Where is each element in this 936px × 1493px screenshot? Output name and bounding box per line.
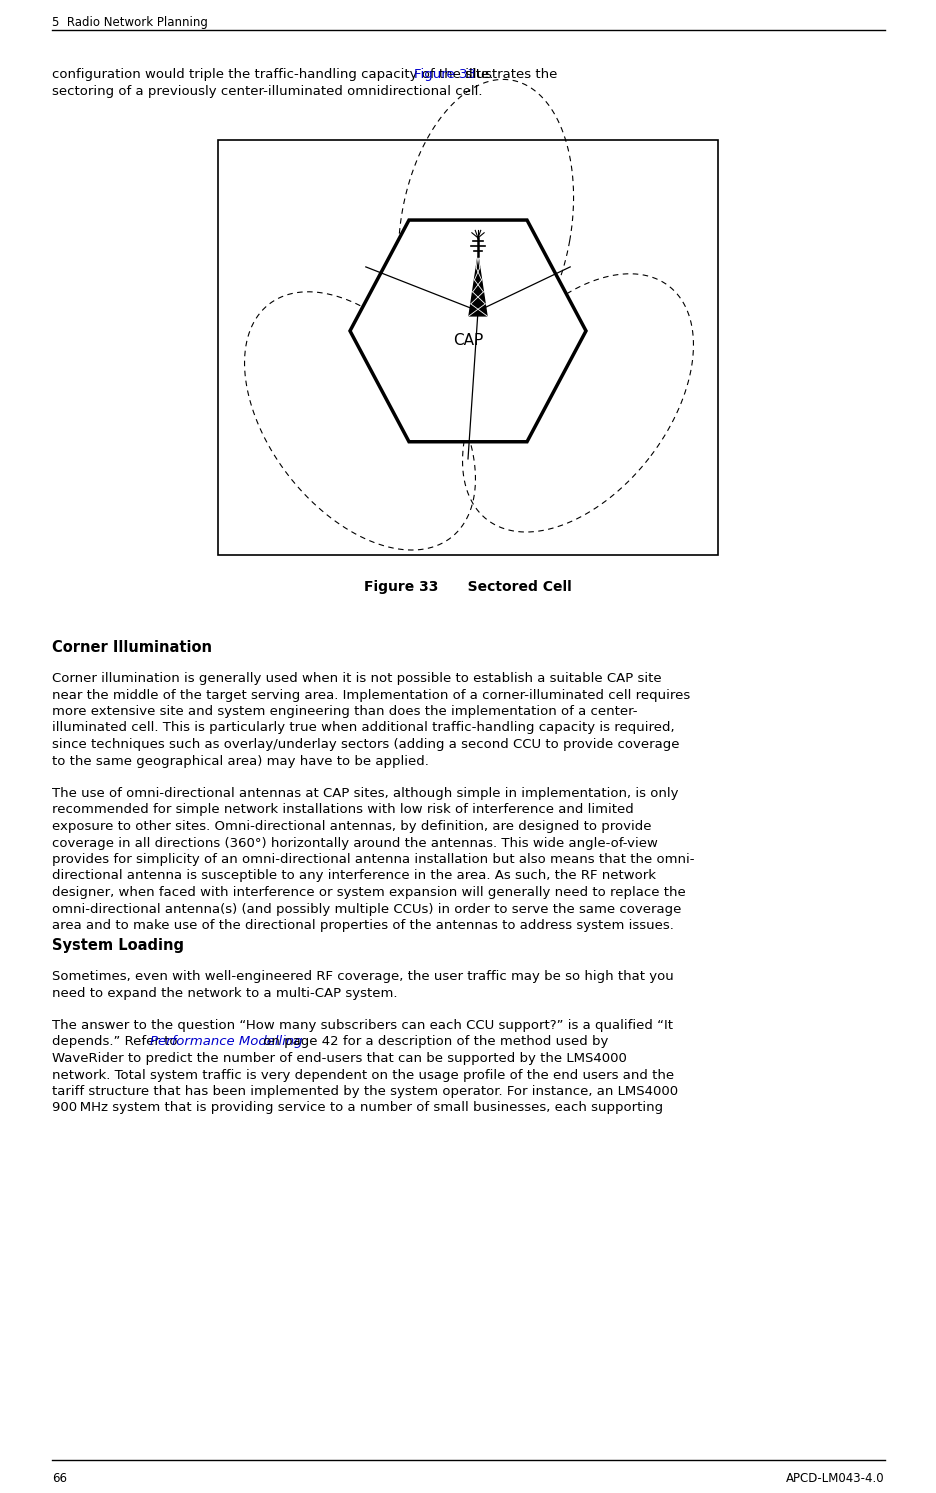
Text: coverage in all directions (360°) horizontally around the antennas. This wide an: coverage in all directions (360°) horizo… bbox=[51, 836, 657, 850]
Text: Corner Illumination: Corner Illumination bbox=[51, 640, 212, 655]
Text: Figure 33: Figure 33 bbox=[414, 69, 475, 81]
Text: depends.” Refer to: depends.” Refer to bbox=[51, 1036, 182, 1048]
Text: tariff structure that has been implemented by the system operator. For instance,: tariff structure that has been implement… bbox=[51, 1085, 678, 1097]
Polygon shape bbox=[350, 219, 585, 442]
Text: provides for simplicity of an omni-directional antenna installation but also mea: provides for simplicity of an omni-direc… bbox=[51, 853, 694, 866]
Text: Performance Modelling: Performance Modelling bbox=[150, 1036, 302, 1048]
Text: designer, when faced with interference or system expansion will generally need t: designer, when faced with interference o… bbox=[51, 885, 685, 899]
Text: APCD-LM043-4.0: APCD-LM043-4.0 bbox=[785, 1472, 885, 1486]
Text: more extensive site and system engineering than does the implementation of a cen: more extensive site and system engineeri… bbox=[51, 705, 636, 718]
Text: 5  Radio Network Planning: 5 Radio Network Planning bbox=[51, 16, 208, 28]
Text: Sometimes, even with well-engineered RF coverage, the user traffic may be so hig: Sometimes, even with well-engineered RF … bbox=[51, 970, 673, 982]
Text: recommended for simple network installations with low risk of interference and l: recommended for simple network installat… bbox=[51, 803, 633, 817]
Text: near the middle of the target serving area. Implementation of a corner-illuminat: near the middle of the target serving ar… bbox=[51, 688, 690, 702]
Text: The use of omni-directional antennas at CAP sites, although simple in implementa: The use of omni-directional antennas at … bbox=[51, 787, 678, 800]
Text: System Loading: System Loading bbox=[51, 938, 183, 953]
Text: The answer to the question “How many subscribers can each CCU support?” is a qua: The answer to the question “How many sub… bbox=[51, 1020, 672, 1032]
Text: illustrates the: illustrates the bbox=[461, 69, 557, 81]
Text: sectoring of a previously center-illuminated omnidirectional cell.: sectoring of a previously center-illumin… bbox=[51, 85, 482, 97]
Text: to the same geographical area) may have to be applied.: to the same geographical area) may have … bbox=[51, 754, 429, 767]
Text: area and to make use of the directional properties of the antennas to address sy: area and to make use of the directional … bbox=[51, 920, 673, 932]
Text: need to expand the network to a multi-CAP system.: need to expand the network to a multi-CA… bbox=[51, 987, 397, 999]
Text: configuration would triple the traffic-handling capacity of the site.: configuration would triple the traffic-h… bbox=[51, 69, 497, 81]
Text: exposure to other sites. Omni-directional antennas, by definition, are designed : exposure to other sites. Omni-directiona… bbox=[51, 820, 651, 833]
Text: directional antenna is susceptible to any interference in the area. As such, the: directional antenna is susceptible to an… bbox=[51, 869, 655, 882]
Text: omni-directional antenna(s) (and possibly multiple CCUs) in order to serve the s: omni-directional antenna(s) (and possibl… bbox=[51, 902, 680, 915]
Text: Figure 33      Sectored Cell: Figure 33 Sectored Cell bbox=[364, 579, 571, 594]
Text: Corner illumination is generally used when it is not possible to establish a sui: Corner illumination is generally used wh… bbox=[51, 672, 661, 685]
Bar bbox=[218, 140, 717, 555]
Text: WaveRider to predict the number of end-users that can be supported by the LMS400: WaveRider to predict the number of end-u… bbox=[51, 1053, 626, 1065]
Text: since techniques such as overlay/underlay sectors (adding a second CCU to provid: since techniques such as overlay/underla… bbox=[51, 738, 679, 751]
Text: CAP: CAP bbox=[452, 333, 483, 348]
Text: 66: 66 bbox=[51, 1472, 67, 1486]
Polygon shape bbox=[469, 255, 487, 317]
Text: 900 MHz system that is providing service to a number of small businesses, each s: 900 MHz system that is providing service… bbox=[51, 1102, 663, 1114]
Text: network. Total system traffic is very dependent on the usage profile of the end : network. Total system traffic is very de… bbox=[51, 1069, 673, 1081]
Text: on page 42 for a description of the method used by: on page 42 for a description of the meth… bbox=[259, 1036, 607, 1048]
Text: illuminated cell. This is particularly true when additional traffic-handling cap: illuminated cell. This is particularly t… bbox=[51, 721, 674, 735]
